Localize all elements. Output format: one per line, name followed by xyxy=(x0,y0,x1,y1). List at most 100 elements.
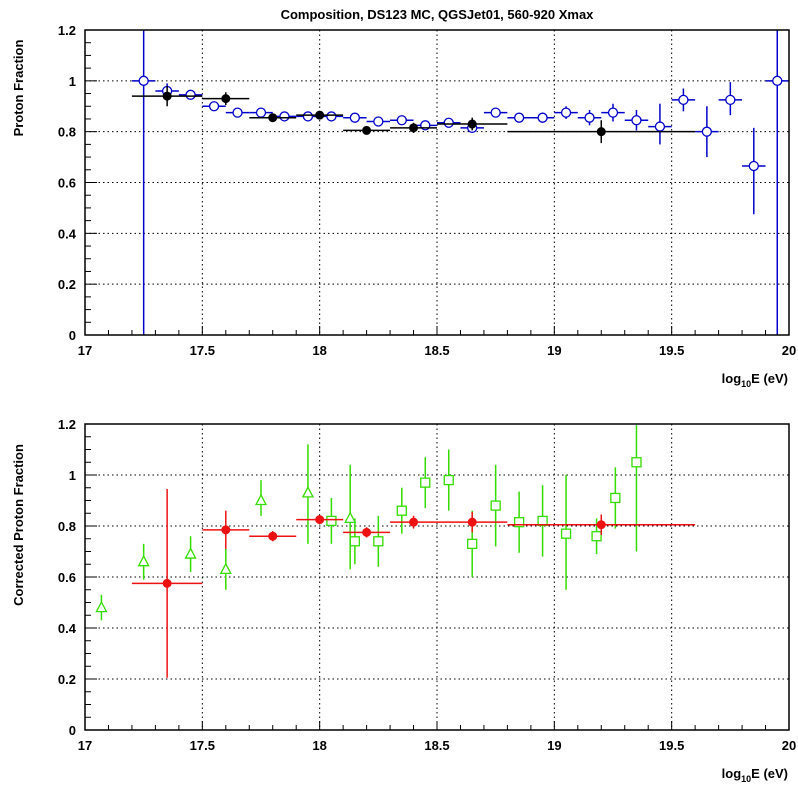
filled-circle-marker xyxy=(162,578,172,588)
open-square-marker xyxy=(490,500,501,511)
top-series-1-point xyxy=(437,117,508,131)
bottom-series-0-point xyxy=(137,543,150,580)
open-triangle-marker xyxy=(254,493,268,506)
filled-circle-marker xyxy=(596,127,606,137)
open-square-marker xyxy=(631,457,642,468)
top-y-axis-title: Proton Fraction xyxy=(11,40,26,137)
open-circle-marker xyxy=(513,112,525,123)
top-series-0-point xyxy=(624,110,649,131)
open-circle-marker xyxy=(560,107,572,118)
bottom-series-0-point xyxy=(344,464,357,570)
filled-circle-marker xyxy=(162,91,172,101)
bottom-series-0-point xyxy=(301,444,315,544)
bottom-x-tick-label: 18.5 xyxy=(424,738,449,753)
filled-circle-marker xyxy=(221,525,231,535)
bottom-y-tick-label: 0.8 xyxy=(58,519,76,534)
open-circle-marker xyxy=(584,112,595,123)
open-triangle-marker xyxy=(301,485,315,498)
top-x-tick-label: 18.5 xyxy=(424,343,449,358)
top-y-tick-label: 1 xyxy=(69,74,76,89)
top-x-tick-label: 20 xyxy=(782,343,796,358)
open-circle-marker xyxy=(232,107,243,118)
filled-circle-marker xyxy=(409,123,419,133)
open-circle-marker xyxy=(725,94,736,106)
bottom-series-1-point xyxy=(443,449,454,511)
bottom-series-0-point xyxy=(95,594,108,621)
bottom-plot-frame xyxy=(84,423,790,731)
open-circle-marker xyxy=(443,117,454,128)
top-y-tick-label: 0 xyxy=(69,328,76,343)
open-square-marker xyxy=(560,528,572,539)
top-series-0-point xyxy=(225,107,250,118)
top-series-1-point xyxy=(507,120,696,144)
top-series-0-point xyxy=(178,89,203,100)
filled-circle-marker xyxy=(315,110,325,120)
bottom-series-1-point xyxy=(560,475,572,590)
bottom-series-2-point xyxy=(437,511,508,533)
top-x-axis-title: log10E (eV) xyxy=(722,371,788,389)
bottom-x-tick-label: 18 xyxy=(312,738,326,753)
open-circle-marker xyxy=(185,89,196,100)
filled-circle-marker xyxy=(467,119,477,129)
bottom-x-tick-label: 20 xyxy=(782,738,796,753)
bottom-x-tick-label: 19 xyxy=(547,738,561,753)
open-square-marker xyxy=(373,536,384,547)
open-circle-marker xyxy=(701,126,713,137)
top-series-0-point xyxy=(390,115,414,126)
top-x-tick-label: 18 xyxy=(312,343,326,358)
open-circle-marker xyxy=(772,75,783,86)
top-series-1-point xyxy=(202,92,250,105)
top-series-1-point xyxy=(249,113,297,123)
top-chart-title: Composition, DS123 MC, QGSJet01, 560-920… xyxy=(281,7,595,22)
top-series-0-point xyxy=(507,112,531,123)
open-circle-marker xyxy=(396,115,407,126)
bottom-y-axis-title: Corrected Proton Fraction xyxy=(11,444,26,606)
filled-circle-marker xyxy=(409,517,419,527)
top-x-tick-label: 19 xyxy=(547,343,561,358)
open-triangle-marker xyxy=(137,554,150,567)
top-series-0-point xyxy=(577,110,602,126)
bottom-series-1-point xyxy=(631,424,642,552)
top-y-tick-label: 0.2 xyxy=(58,277,76,292)
open-triangle-marker xyxy=(219,562,232,574)
top-series-1-point xyxy=(343,125,391,135)
open-circle-marker xyxy=(490,107,501,118)
bottom-series-1-point xyxy=(373,515,384,567)
open-circle-marker xyxy=(654,121,666,132)
open-square-marker xyxy=(349,536,361,547)
top-series-1-point xyxy=(390,122,437,133)
bottom-y-tick-label: 0 xyxy=(69,723,76,738)
bottom-series-1-point xyxy=(349,518,361,565)
open-square-marker xyxy=(326,515,337,527)
open-square-marker xyxy=(513,517,525,528)
bottom-y-tick-label: 0.2 xyxy=(58,672,76,687)
bottom-series-2-point xyxy=(390,515,437,529)
open-circle-marker xyxy=(279,111,290,122)
open-circle-marker xyxy=(255,107,267,118)
filled-circle-marker xyxy=(268,113,278,123)
open-circle-marker xyxy=(208,101,220,112)
bottom-x-axis-title: log10E (eV) xyxy=(722,766,788,784)
bottom-series-1-point xyxy=(610,467,621,529)
top-series-0-point xyxy=(765,30,789,335)
top-series-0-point xyxy=(648,103,672,145)
open-square-marker xyxy=(610,492,621,504)
open-circle-marker xyxy=(748,160,759,172)
bottom-series-2-point xyxy=(343,527,391,538)
top-series-0-point xyxy=(131,30,156,335)
top-series-0-point xyxy=(202,101,226,112)
filled-circle-marker xyxy=(268,531,278,541)
open-circle-marker xyxy=(631,115,642,126)
bottom-series-1-point xyxy=(396,487,407,534)
top-series-1-point xyxy=(296,110,344,120)
bottom-series-2-point xyxy=(296,515,344,525)
bottom-series-1-point xyxy=(326,497,337,544)
open-circle-marker xyxy=(537,112,548,123)
open-circle-marker xyxy=(138,75,149,86)
top-x-tick-label: 17 xyxy=(78,343,92,358)
bottom-x-tick-label: 17.5 xyxy=(190,738,215,753)
open-square-marker xyxy=(443,474,454,486)
bottom-series-2-point xyxy=(249,531,297,542)
